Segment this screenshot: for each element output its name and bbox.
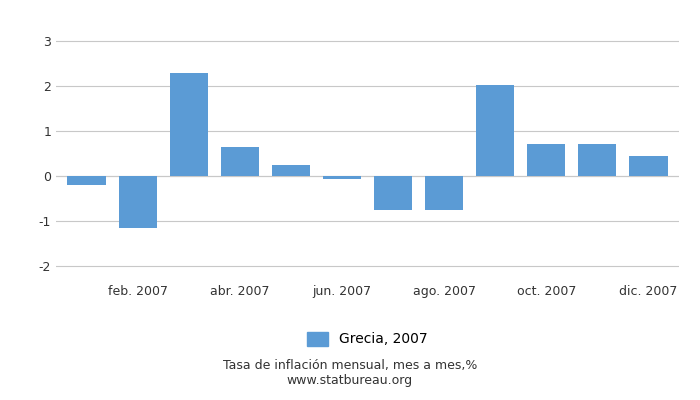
Legend: Grecia, 2007: Grecia, 2007 xyxy=(307,332,428,346)
Bar xyxy=(476,85,514,176)
Bar xyxy=(272,165,310,176)
Bar xyxy=(374,176,412,210)
Bar xyxy=(118,176,157,228)
Bar xyxy=(527,144,566,176)
Bar xyxy=(578,144,617,176)
Text: Tasa de inflación mensual, mes a mes,%: Tasa de inflación mensual, mes a mes,% xyxy=(223,360,477,372)
Bar xyxy=(629,156,668,176)
Bar xyxy=(169,72,208,176)
Bar xyxy=(220,147,259,176)
Bar xyxy=(67,176,106,185)
Bar xyxy=(323,176,361,178)
Bar xyxy=(425,176,463,210)
Text: www.statbureau.org: www.statbureau.org xyxy=(287,374,413,387)
